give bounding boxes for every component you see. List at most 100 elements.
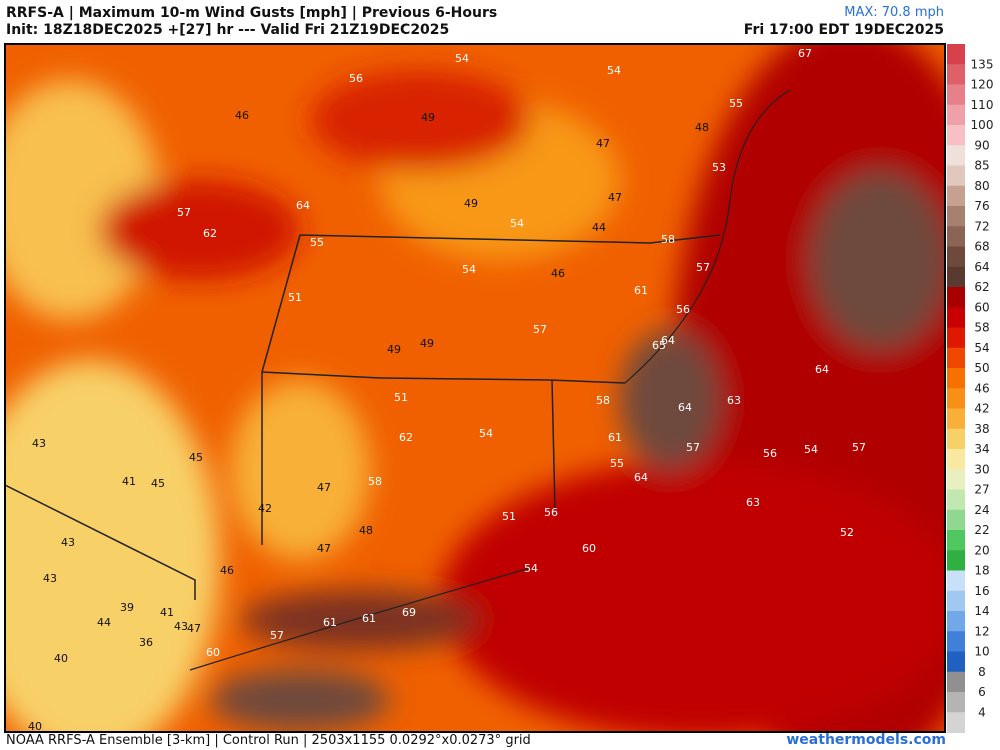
colorbar-label: 46 xyxy=(974,381,989,395)
colorbar-label: 68 xyxy=(974,240,989,254)
colorbar-swatch xyxy=(947,550,965,571)
colorbar-swatch xyxy=(947,44,965,65)
gust-label: 44 xyxy=(97,616,111,629)
colorbar-swatch xyxy=(947,165,965,187)
map-frame xyxy=(4,43,946,733)
gust-label: 47 xyxy=(317,542,331,555)
colorbar-label: 10 xyxy=(974,645,989,659)
gust-label: 48 xyxy=(359,524,373,537)
gust-label: 41 xyxy=(122,475,136,488)
gust-label: 63 xyxy=(727,394,741,407)
title: RRFS-A | Maximum 10-m Wind Gusts [mph] |… xyxy=(6,5,498,21)
gust-label: 67 xyxy=(798,47,812,60)
colorbar-label: 50 xyxy=(974,361,989,375)
colorbar-label: 85 xyxy=(974,159,989,173)
colorbar-label: 20 xyxy=(974,543,989,557)
gust-label: 64 xyxy=(678,401,692,414)
gust-label: 56 xyxy=(544,506,558,519)
colorbar-label: 42 xyxy=(974,402,989,416)
colorbar-swatch xyxy=(947,712,965,733)
gust-label: 56 xyxy=(676,303,690,316)
colorbar-swatch xyxy=(947,104,965,126)
gust-label: 53 xyxy=(712,161,726,174)
gust-label: 45 xyxy=(151,477,165,490)
gust-label: 46 xyxy=(551,267,565,280)
gust-label: 39 xyxy=(120,601,134,614)
gust-label: 69 xyxy=(402,606,416,619)
gust-label: 57 xyxy=(686,441,700,454)
gust-label: 61 xyxy=(323,616,337,629)
gust-label: 43 xyxy=(43,572,57,585)
colorbar-label: 135 xyxy=(971,57,994,71)
colorbar-label: 110 xyxy=(971,98,994,112)
colorbar-swatch xyxy=(947,651,965,673)
subtitle: Init: 18Z18DEC2025 +[27] hr --- Valid Fr… xyxy=(6,22,450,38)
gust-label: 56 xyxy=(763,447,777,460)
gust-label: 54 xyxy=(524,562,538,575)
colorbar-label: 80 xyxy=(974,179,989,193)
colorbar-swatch xyxy=(947,570,965,592)
gust-label: 36 xyxy=(139,636,153,649)
gust-label: 49 xyxy=(421,111,435,124)
colorbar-label: 72 xyxy=(974,219,989,233)
colorbar-swatch xyxy=(947,509,965,531)
gust-label: 57 xyxy=(852,441,866,454)
colorbar-swatch xyxy=(947,347,965,369)
gust-label: 64 xyxy=(634,471,648,484)
gust-label: 41 xyxy=(160,606,174,619)
gust-label: 49 xyxy=(464,197,478,210)
gust-label: 54 xyxy=(462,263,476,276)
gust-label: 64 xyxy=(296,199,310,212)
gust-label: 57 xyxy=(533,323,547,336)
gust-label: 60 xyxy=(582,542,596,555)
gust-label: 47 xyxy=(608,191,622,204)
colorbar-label: 24 xyxy=(974,503,989,517)
colorbar-swatch xyxy=(947,84,965,106)
colorbar-swatch xyxy=(947,226,965,247)
valid-time: Fri 17:00 EDT 19DEC2025 xyxy=(743,22,944,38)
gust-label: 55 xyxy=(310,236,324,249)
colorbar-swatch xyxy=(947,246,965,268)
colorbar-label: 14 xyxy=(974,604,989,618)
colorbar-swatch xyxy=(947,611,965,632)
gust-label: 54 xyxy=(479,427,493,440)
colorbar-label: 120 xyxy=(971,78,994,92)
colorbar-swatch xyxy=(947,64,965,85)
gust-label: 58 xyxy=(368,475,382,488)
colorbar-swatch xyxy=(947,530,965,551)
colorbar-swatch xyxy=(947,449,965,470)
gust-label: 47 xyxy=(596,137,610,150)
colorbar-swatch xyxy=(947,631,965,652)
colorbar-swatch xyxy=(947,125,965,146)
gust-label: 61 xyxy=(362,612,376,625)
colorbar-label: 90 xyxy=(974,138,989,152)
gust-label: 40 xyxy=(54,652,68,665)
gust-label: 57 xyxy=(270,629,284,642)
colorbar-swatch xyxy=(947,287,965,308)
colorbar-swatch xyxy=(947,408,965,430)
field xyxy=(5,44,945,732)
colorbar-label: 22 xyxy=(974,523,989,537)
max-value: MAX: 70.8 mph xyxy=(844,5,944,20)
colorbar-swatch xyxy=(947,489,965,511)
gust-label: 47 xyxy=(187,622,201,635)
gust-label: 44 xyxy=(592,221,606,234)
colorbar-label: 6 xyxy=(978,685,986,699)
site-credit[interactable]: weathermodels.com xyxy=(786,732,946,748)
colorbar-label: 4 xyxy=(978,705,986,719)
colorbar-swatch xyxy=(947,428,965,450)
colorbar-label: 34 xyxy=(974,442,989,456)
colorbar-label: 18 xyxy=(974,564,989,578)
colorbar-swatch xyxy=(947,327,965,349)
colorbar-label: 27 xyxy=(974,483,989,497)
gust-label: 55 xyxy=(610,457,624,470)
gust-label: 61 xyxy=(608,431,622,444)
gust-label: 60 xyxy=(206,646,220,659)
colorbar-swatch xyxy=(947,469,965,490)
gust-label: 49 xyxy=(387,343,401,356)
gust-label: 64 xyxy=(661,334,675,347)
colorbar-swatch xyxy=(947,368,965,389)
